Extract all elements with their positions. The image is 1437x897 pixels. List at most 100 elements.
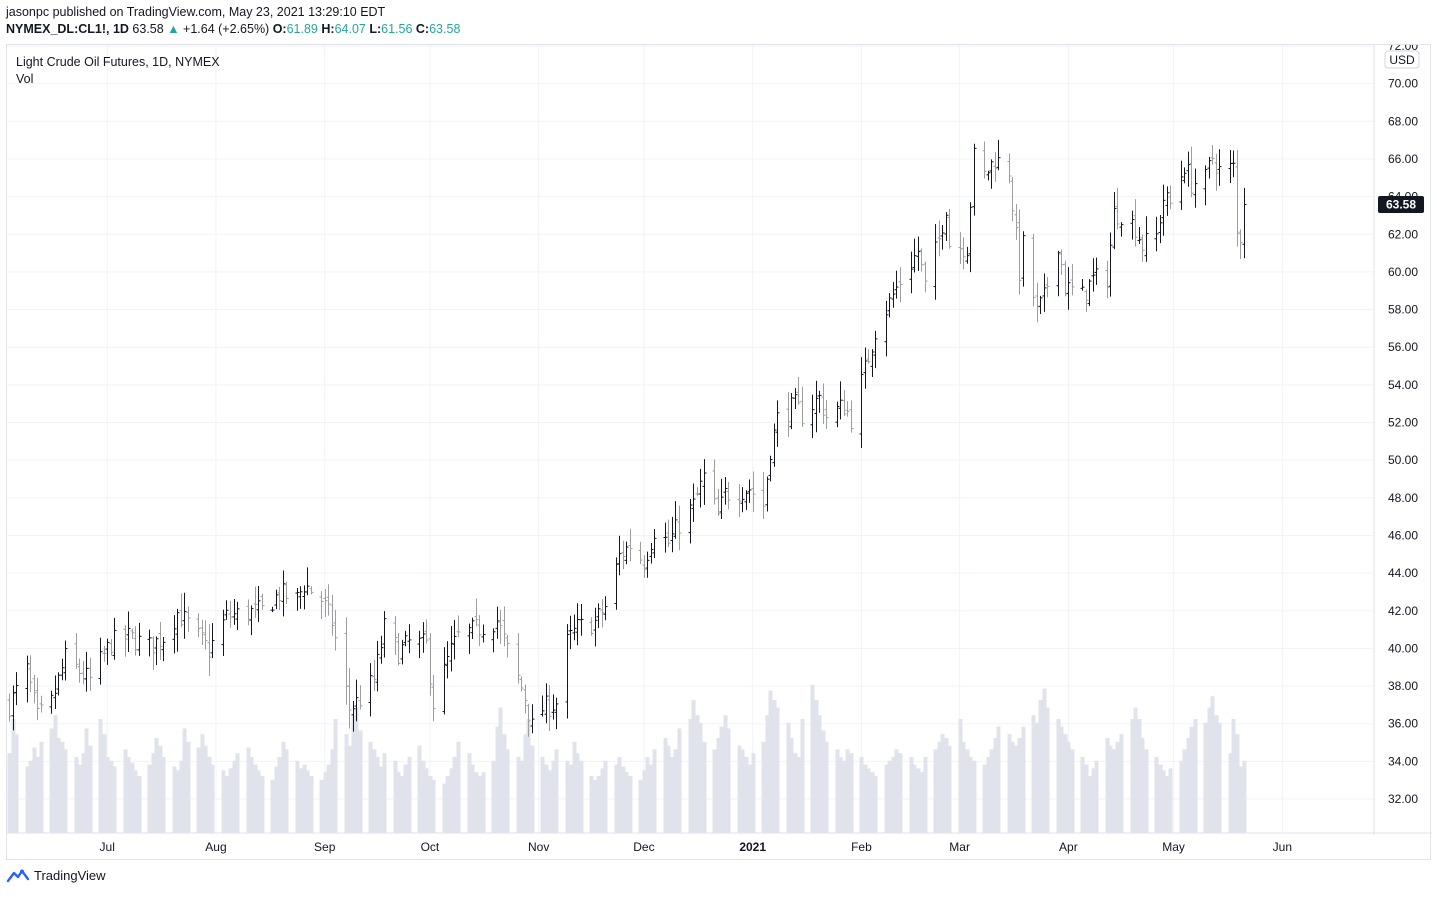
ohlc-bar <box>944 212 949 242</box>
ohlc-bar <box>530 704 535 734</box>
ohlc-bar <box>179 593 184 628</box>
volume-bar <box>898 753 903 833</box>
ohlc-bar <box>863 347 868 389</box>
volume-bar <box>1014 745 1019 833</box>
close-label: C: <box>415 22 430 36</box>
ohlc-bar <box>1217 149 1222 186</box>
price-tick-label: 56.00 <box>1388 340 1418 354</box>
currency-badge[interactable]: USD <box>1384 50 1420 69</box>
volume-bar <box>112 766 117 833</box>
volume-bar <box>565 760 570 833</box>
ohlc-bar <box>1070 263 1075 296</box>
volume-bar <box>1238 766 1243 833</box>
ohlc-bar <box>281 570 286 617</box>
ohlc-bar <box>260 593 265 610</box>
ohlc-bar <box>330 594 335 636</box>
ohlc-bar <box>112 617 117 660</box>
price-tick-label: 36.00 <box>1388 717 1418 731</box>
ohlc-bar <box>98 637 103 685</box>
ohlc-bar <box>74 633 79 669</box>
tradingview-branding[interactable]: TradingView <box>6 868 106 883</box>
ohlc-bar <box>302 585 307 610</box>
volume-bar <box>274 766 279 833</box>
volume-bar <box>982 764 987 833</box>
ohlc-bar <box>596 603 601 629</box>
price-tick-label: 34.00 <box>1388 754 1418 768</box>
ohlc-bar <box>84 651 89 692</box>
volume-bar <box>172 766 177 833</box>
volume-bar <box>1066 741 1071 833</box>
volume-bar <box>196 747 201 833</box>
ohlc-bar <box>442 647 447 715</box>
ohlc-bar <box>126 611 131 653</box>
ohlc-bar <box>712 459 717 505</box>
volume-bar <box>1140 738 1145 833</box>
volume-bar <box>666 745 671 833</box>
volume-bar <box>368 741 373 833</box>
ohlc-bar <box>456 615 461 638</box>
volume-bar <box>796 757 801 833</box>
time-tick-label: Jul <box>100 840 115 854</box>
ohlc-bar <box>923 261 928 293</box>
ohlc-bar <box>186 606 191 633</box>
volume-bar <box>712 749 717 833</box>
ohlc-bar <box>589 617 594 636</box>
volume-bar <box>305 770 310 833</box>
volume-bar <box>154 738 159 833</box>
ohlc-bar <box>824 400 829 429</box>
volume-bar <box>617 757 622 833</box>
volume-bar <box>638 779 643 833</box>
publisher-name[interactable]: jasonpc <box>6 5 50 19</box>
volume-bar <box>1217 722 1222 833</box>
volume-bar <box>624 772 629 833</box>
ohlc-bar <box>1112 192 1117 250</box>
high-label: H: <box>321 22 335 36</box>
volume-bar <box>431 779 436 833</box>
price-tick-label: 46.00 <box>1388 528 1418 542</box>
volume-bar <box>60 741 65 833</box>
ohlc-bar <box>502 606 507 647</box>
volume-bar <box>723 715 728 833</box>
ohlc-bar <box>768 455 773 482</box>
volume-bar <box>821 730 826 833</box>
chart-pane[interactable]: 72.0070.0068.0066.0064.0062.0060.0058.00… <box>6 44 1432 861</box>
volume-bar <box>702 741 707 833</box>
ohlc-bar <box>284 581 289 605</box>
ohlc-bar <box>1182 167 1187 184</box>
ohlc-bar <box>400 639 405 665</box>
volume-bar <box>621 766 626 833</box>
price-chart[interactable]: 72.0070.0068.0066.0064.0062.0060.0058.00… <box>7 45 1432 861</box>
time-tick-label: Dec <box>633 840 654 854</box>
volume-bar <box>333 719 338 833</box>
volume-bar <box>28 760 33 833</box>
volume-bar <box>481 772 486 833</box>
ohlc-bar <box>481 624 486 643</box>
price-tick-label: 54.00 <box>1388 378 1418 392</box>
ohlc-bar <box>403 630 408 647</box>
ohlc-bar <box>775 400 780 447</box>
volume-bar <box>326 764 331 833</box>
volume-bar <box>1242 760 1247 833</box>
ohlc-bar <box>351 701 356 732</box>
price-tick-label: 32.00 <box>1388 792 1418 806</box>
volume-bar <box>1063 734 1068 833</box>
ohlc-bar <box>130 628 135 639</box>
volume-bar <box>1070 749 1075 833</box>
volume-bar <box>670 757 675 833</box>
volume-bar <box>200 734 205 833</box>
price-tick-label: 60.00 <box>1388 265 1418 279</box>
volume-bar <box>1042 688 1047 833</box>
ohlc-bar <box>1115 188 1120 230</box>
volume-bar <box>1214 715 1219 833</box>
ohlc-bar <box>295 588 300 611</box>
ohlc-bar <box>838 381 843 420</box>
volume-bar <box>158 745 163 833</box>
volume-bar <box>1105 738 1110 833</box>
ohlc-bars <box>7 139 1247 737</box>
volume-bar <box>1084 764 1089 833</box>
ohlc-bar <box>747 479 752 503</box>
volume-bar <box>372 749 377 833</box>
ohlc-bar <box>1186 151 1191 187</box>
volume-bar <box>235 753 240 833</box>
ohlc-bar <box>737 484 742 518</box>
